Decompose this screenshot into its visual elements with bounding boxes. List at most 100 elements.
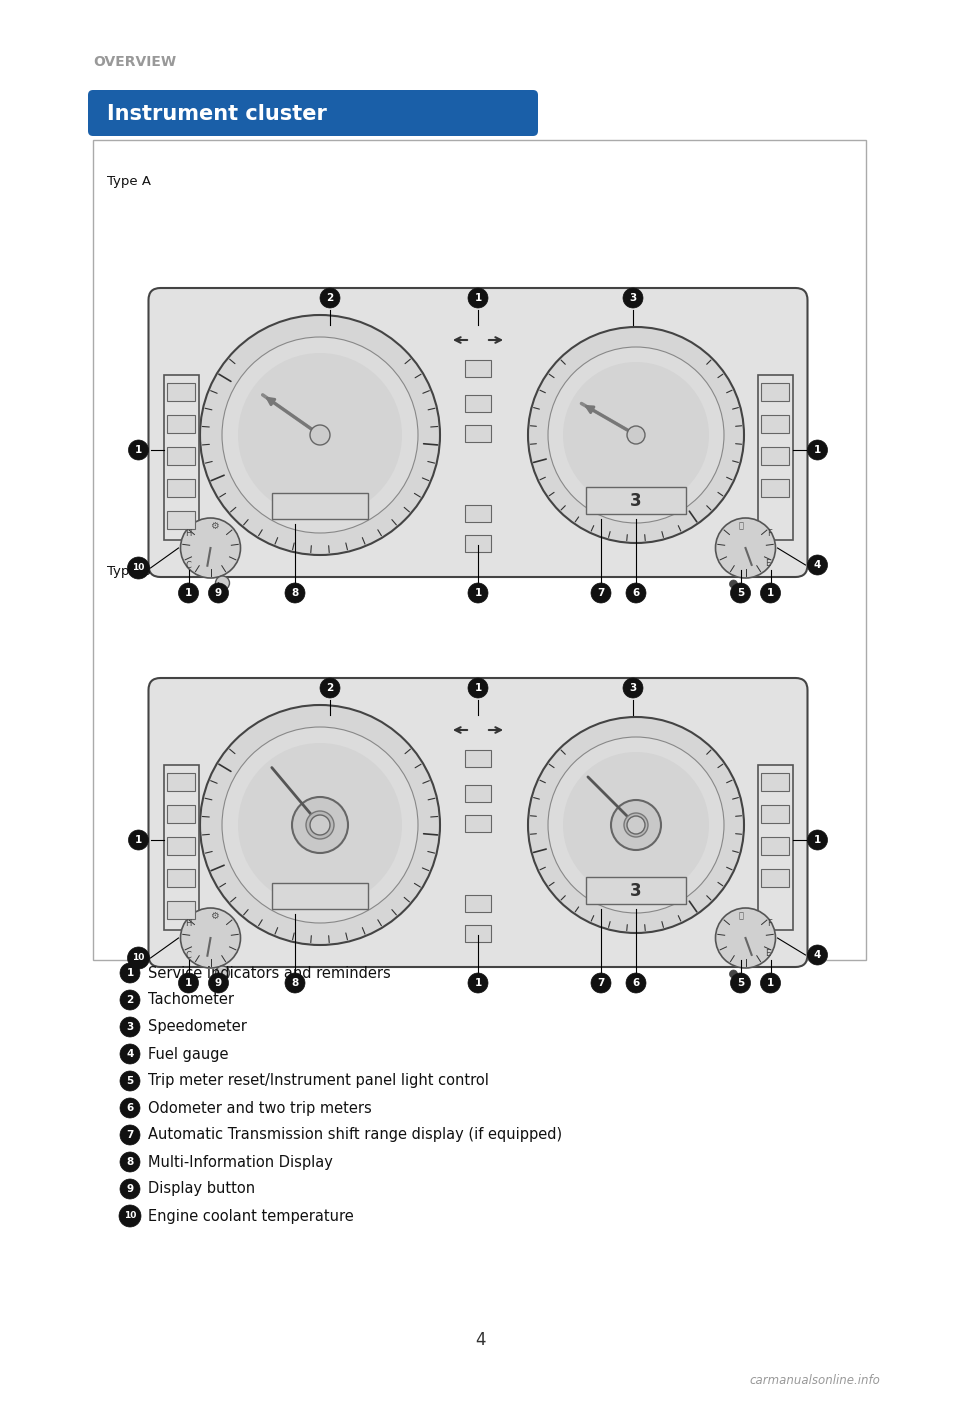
Text: 5: 5	[737, 978, 744, 988]
Circle shape	[611, 800, 661, 850]
Circle shape	[238, 354, 402, 516]
Text: Tachometer: Tachometer	[148, 992, 234, 1007]
Text: 1: 1	[474, 978, 482, 988]
Text: 8: 8	[292, 588, 299, 598]
Text: 6: 6	[633, 588, 639, 598]
FancyBboxPatch shape	[760, 383, 788, 401]
Text: E: E	[765, 950, 770, 958]
Circle shape	[208, 974, 228, 993]
Text: OVERVIEW: OVERVIEW	[93, 55, 176, 69]
Text: 3: 3	[630, 683, 636, 693]
Text: 1: 1	[767, 978, 774, 988]
Circle shape	[238, 744, 402, 906]
Text: Display button: Display button	[148, 1181, 255, 1197]
Text: 2: 2	[326, 293, 334, 303]
Text: 1: 1	[474, 683, 482, 693]
FancyBboxPatch shape	[166, 838, 195, 854]
FancyBboxPatch shape	[465, 751, 491, 767]
Circle shape	[468, 974, 488, 993]
Text: 5: 5	[737, 588, 744, 598]
FancyBboxPatch shape	[760, 448, 788, 464]
FancyBboxPatch shape	[465, 895, 491, 912]
FancyBboxPatch shape	[760, 773, 788, 791]
Text: 4: 4	[127, 1049, 133, 1059]
Text: Service indicators and reminders: Service indicators and reminders	[148, 965, 391, 981]
Text: 1: 1	[814, 835, 821, 845]
Text: 8: 8	[292, 978, 299, 988]
Text: 1: 1	[185, 588, 192, 598]
Text: C: C	[185, 561, 191, 571]
FancyBboxPatch shape	[166, 805, 195, 824]
Circle shape	[128, 947, 150, 969]
Text: 5: 5	[127, 1076, 133, 1086]
Text: Instrument cluster: Instrument cluster	[107, 104, 326, 123]
Text: Multi-Information Display: Multi-Information Display	[148, 1155, 333, 1170]
Text: E: E	[765, 560, 770, 568]
FancyBboxPatch shape	[760, 868, 788, 887]
Text: 2: 2	[127, 995, 133, 1005]
Circle shape	[626, 584, 646, 603]
Text: 1: 1	[134, 835, 142, 845]
FancyBboxPatch shape	[149, 288, 807, 577]
Text: 6: 6	[633, 978, 639, 988]
Text: F: F	[767, 919, 772, 929]
Text: H: H	[185, 529, 192, 539]
Circle shape	[292, 797, 348, 853]
Text: 8: 8	[127, 1157, 133, 1167]
Text: Trip meter reset/Instrument panel light control: Trip meter reset/Instrument panel light …	[148, 1073, 489, 1089]
Text: ⛽: ⛽	[739, 522, 744, 530]
Circle shape	[215, 967, 229, 981]
Text: 1: 1	[185, 978, 192, 988]
Circle shape	[760, 974, 780, 993]
Text: 1: 1	[127, 968, 133, 978]
Text: 3: 3	[630, 491, 642, 509]
Circle shape	[120, 1044, 140, 1063]
Circle shape	[120, 1125, 140, 1145]
Circle shape	[120, 1070, 140, 1092]
Circle shape	[591, 974, 611, 993]
Text: 9: 9	[215, 588, 222, 598]
Text: Odometer and two trip meters: Odometer and two trip meters	[148, 1100, 372, 1115]
Circle shape	[180, 908, 241, 968]
Text: Type B: Type B	[107, 565, 151, 578]
Text: Speedometer: Speedometer	[148, 1020, 247, 1034]
FancyBboxPatch shape	[166, 773, 195, 791]
Circle shape	[627, 427, 645, 443]
Text: ⛽: ⛽	[739, 912, 744, 920]
Circle shape	[731, 584, 751, 603]
Text: Fuel gauge: Fuel gauge	[148, 1047, 228, 1062]
FancyBboxPatch shape	[166, 448, 195, 464]
Circle shape	[468, 678, 488, 699]
Circle shape	[623, 288, 643, 309]
Circle shape	[715, 908, 776, 968]
Circle shape	[120, 962, 140, 984]
Circle shape	[320, 288, 340, 309]
Circle shape	[129, 441, 149, 460]
FancyBboxPatch shape	[465, 361, 491, 377]
Circle shape	[715, 518, 776, 578]
Circle shape	[807, 831, 828, 850]
Circle shape	[128, 557, 150, 579]
Text: 7: 7	[597, 588, 605, 598]
Circle shape	[624, 812, 648, 838]
Circle shape	[563, 362, 709, 508]
Circle shape	[731, 974, 751, 993]
FancyBboxPatch shape	[760, 805, 788, 824]
Circle shape	[310, 815, 330, 835]
FancyBboxPatch shape	[272, 882, 368, 909]
Circle shape	[591, 584, 611, 603]
Text: F: F	[767, 529, 772, 539]
Circle shape	[730, 579, 737, 588]
Circle shape	[528, 327, 744, 543]
Text: 10: 10	[124, 1212, 136, 1221]
Circle shape	[730, 969, 737, 978]
FancyBboxPatch shape	[166, 415, 195, 434]
FancyBboxPatch shape	[586, 487, 686, 513]
FancyBboxPatch shape	[760, 415, 788, 434]
Circle shape	[563, 752, 709, 898]
Text: 3: 3	[127, 1021, 133, 1033]
Circle shape	[120, 991, 140, 1010]
Circle shape	[285, 974, 305, 993]
Circle shape	[222, 727, 418, 923]
Circle shape	[306, 811, 334, 839]
